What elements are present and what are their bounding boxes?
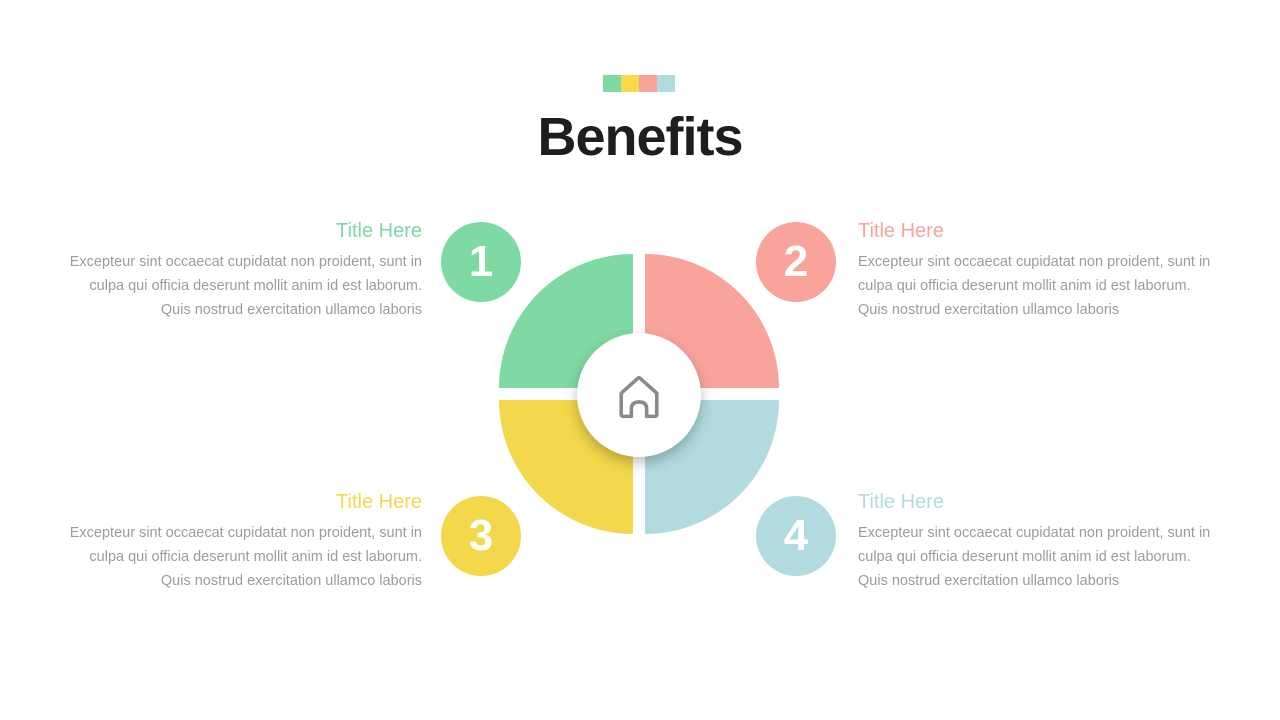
- benefit-title-3: Title Here: [336, 491, 422, 513]
- home-icon: [619, 376, 659, 419]
- step-badge-4: 4: [756, 496, 836, 576]
- benefit-title-4: Title Here: [858, 491, 944, 513]
- palette-strip: [603, 75, 675, 92]
- step-badge-3: 3: [441, 496, 521, 576]
- benefit-body-line: Excepteur sint occaecat cupidatat non pr…: [69, 525, 422, 541]
- benefit-body-line: Quis nostrud exercitation ullamco labori…: [160, 573, 422, 589]
- step-number-3: 3: [468, 511, 494, 560]
- benefit-body-line: culpa qui officia deserunt mollit anim i…: [858, 549, 1191, 565]
- benefit-body-line: culpa qui officia deserunt mollit anim i…: [89, 278, 422, 294]
- benefit-title-1: Title Here: [336, 220, 422, 242]
- benefit-body-line: Excepteur sint occaecat cupidatat non pr…: [69, 254, 422, 270]
- step-badge-1: 1: [441, 222, 521, 302]
- benefit-title-2: Title Here: [858, 220, 944, 242]
- palette-swatch-yellow: [621, 75, 639, 92]
- palette-swatch-green: [603, 75, 621, 92]
- benefit-item-2: Title Here Excepteur sint occaecat cupid…: [858, 219, 1258, 322]
- step-badge-2: 2: [756, 222, 836, 302]
- benefit-body-line: Excepteur sint occaecat cupidatat non pr…: [858, 254, 1211, 270]
- palette-swatch-blue: [657, 75, 675, 92]
- step-number-1: 1: [468, 237, 494, 286]
- benefit-item-3: Title Here Excepteur sint occaecat cupid…: [22, 490, 422, 593]
- palette-swatch-salmon: [639, 75, 657, 92]
- benefit-body-line: culpa qui officia deserunt mollit anim i…: [89, 549, 422, 565]
- step-number-2: 2: [783, 237, 809, 286]
- page-title: Benefits: [537, 107, 743, 167]
- donut-center-circle: [577, 333, 701, 457]
- benefit-item-4: Title Here Excepteur sint occaecat cupid…: [858, 490, 1258, 593]
- benefit-body-line: culpa qui officia deserunt mollit anim i…: [858, 278, 1191, 294]
- step-number-4: 4: [783, 511, 809, 560]
- benefit-item-1: Title Here Excepteur sint occaecat cupid…: [22, 219, 422, 322]
- benefit-body-line: Quis nostrud exercitation ullamco labori…: [160, 302, 422, 318]
- benefit-body-line: Quis nostrud exercitation ullamco labori…: [858, 573, 1120, 589]
- benefit-body-line: Quis nostrud exercitation ullamco labori…: [858, 302, 1120, 318]
- benefit-body-line: Excepteur sint occaecat cupidatat non pr…: [858, 525, 1211, 541]
